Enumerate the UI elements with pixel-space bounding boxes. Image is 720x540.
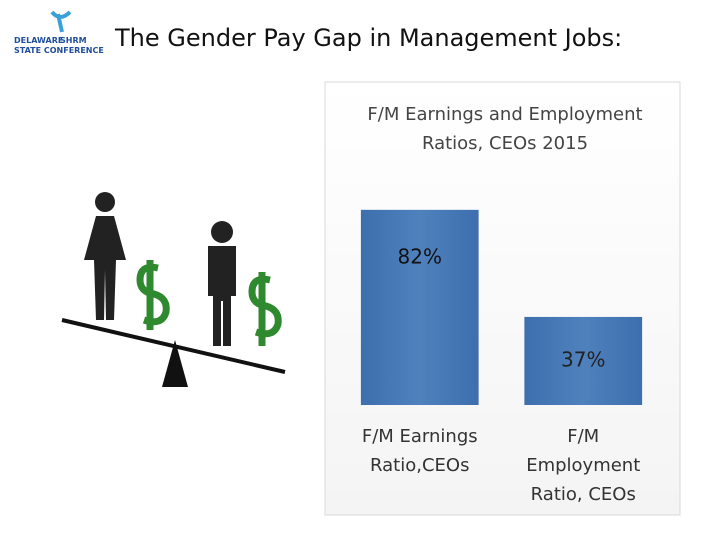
chart-title: F/M Earnings and Employment Ratios, CEOs… [367, 104, 643, 154]
x-tick-label: F/M Earnings Ratio,CEOs [361, 426, 478, 476]
x-tick-label: F/M Employment Ratio, CEOs [526, 426, 641, 505]
slide-title: The Gender Pay Gap in Management Jobs: [115, 24, 623, 52]
logo-mark [50, 10, 72, 33]
value-label: 37% [561, 347, 605, 371]
illustration [61, 192, 286, 387]
bar [360, 209, 479, 405]
logo-text: DELAWARE [14, 36, 64, 45]
logo-text: SHRM [60, 36, 87, 45]
bar [524, 316, 643, 405]
logo-text: STATE CONFERENCE [14, 46, 104, 55]
value-label: 82% [398, 244, 442, 268]
